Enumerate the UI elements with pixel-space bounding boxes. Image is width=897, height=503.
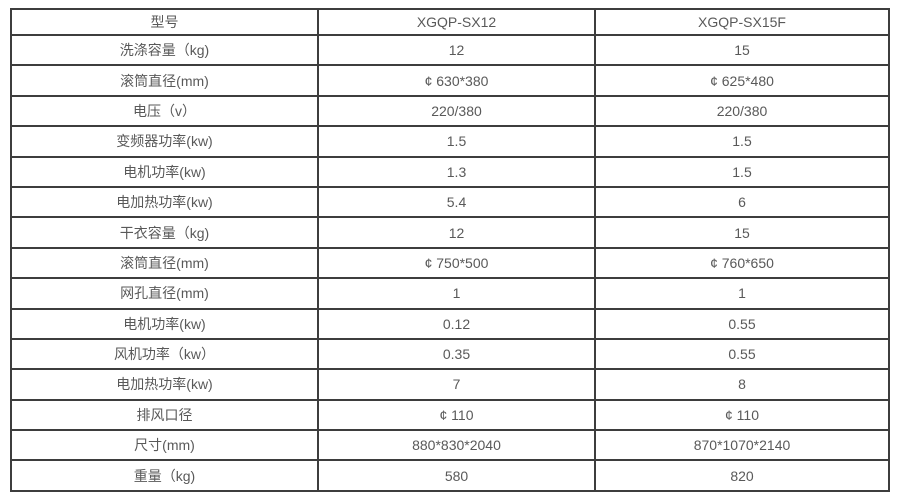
value-cell-sx15f: 820 (594, 459, 890, 492)
value-cell-sx12: ¢ 630*380 (317, 64, 596, 97)
value-cell-sx15f: 1.5 (594, 155, 890, 188)
value-cell-sx15f: 1 (594, 277, 890, 310)
value-cell-sx15f: 1.5 (594, 125, 890, 158)
row-label-cell: 电压（v） (10, 94, 319, 128)
value-cell-sx12: 12 (317, 216, 596, 249)
value-cell-sx15f: 15 (594, 33, 890, 67)
value-cell-sx12: 580 (317, 459, 596, 492)
table-row: 滚筒直径(mm) ¢ 750*500 ¢ 760*650 (10, 246, 890, 280)
row-label-cell: 电加热功率(kw) (10, 368, 319, 401)
row-label-cell: 网孔直径(mm) (10, 277, 319, 310)
value-cell-sx15f: 6 (594, 185, 890, 219)
header-cell-sx12: XGQP-SX12 (317, 8, 596, 36)
value-cell-sx12: 12 (317, 33, 596, 67)
row-label-cell: 洗涤容量（kg) (10, 33, 319, 67)
header-cell-model: 型号 (10, 8, 319, 36)
value-cell-sx15f: 0.55 (594, 337, 890, 371)
value-cell-sx12: 880*830*2040 (317, 429, 596, 462)
table-row: 电加热功率(kw) 5.4 6 (10, 185, 890, 219)
row-label-cell: 尺寸(mm) (10, 429, 319, 462)
spec-table: 型号 XGQP-SX12 XGQP-SX15F 洗涤容量（kg) 12 15 滚… (10, 8, 890, 492)
value-cell-sx12: ¢ 110 (317, 398, 596, 432)
table-row: 电机功率(kw) 0.12 0.55 (10, 307, 890, 340)
value-cell-sx12: 0.35 (317, 337, 596, 371)
table-row: 滚筒直径(mm) ¢ 630*380 ¢ 625*480 (10, 64, 890, 97)
row-label-cell: 重量（kg) (10, 459, 319, 492)
table-row: 风机功率（kw） 0.35 0.55 (10, 337, 890, 371)
row-label-cell: 电机功率(kw) (10, 307, 319, 340)
value-cell-sx12: 1 (317, 277, 596, 310)
value-cell-sx15f: 15 (594, 216, 890, 249)
row-label-cell: 滚筒直径(mm) (10, 64, 319, 97)
table-row: 排风口径 ¢ 110 ¢ 110 (10, 398, 890, 432)
row-label-cell: 干衣容量（kg) (10, 216, 319, 249)
value-cell-sx15f: ¢ 760*650 (594, 246, 890, 280)
row-label-cell: 电机功率(kw) (10, 155, 319, 188)
value-cell-sx12: 220/380 (317, 94, 596, 128)
value-cell-sx12: 1.3 (317, 155, 596, 188)
table-row: 干衣容量（kg) 12 15 (10, 216, 890, 249)
row-label-cell: 排风口径 (10, 398, 319, 432)
table-row: 电机功率(kw) 1.3 1.5 (10, 155, 890, 188)
header-cell-sx15f: XGQP-SX15F (594, 8, 890, 36)
value-cell-sx15f: 870*1070*2140 (594, 429, 890, 462)
value-cell-sx12: 7 (317, 368, 596, 401)
table-row: 网孔直径(mm) 1 1 (10, 277, 890, 310)
value-cell-sx15f: ¢ 625*480 (594, 64, 890, 97)
table-row: 变频器功率(kw) 1.5 1.5 (10, 125, 890, 158)
header-row: 型号 XGQP-SX12 XGQP-SX15F (10, 8, 890, 36)
value-cell-sx15f: 8 (594, 368, 890, 401)
table-row: 电压（v） 220/380 220/380 (10, 94, 890, 128)
row-label-cell: 风机功率（kw） (10, 337, 319, 371)
row-label-cell: 滚筒直径(mm) (10, 246, 319, 280)
value-cell-sx15f: 0.55 (594, 307, 890, 340)
value-cell-sx12: 5.4 (317, 185, 596, 219)
table-row: 电加热功率(kw) 7 8 (10, 368, 890, 401)
row-label-cell: 电加热功率(kw) (10, 185, 319, 219)
table-row: 洗涤容量（kg) 12 15 (10, 33, 890, 67)
value-cell-sx12: 1.5 (317, 125, 596, 158)
value-cell-sx12: 0.12 (317, 307, 596, 340)
value-cell-sx12: ¢ 750*500 (317, 246, 596, 280)
value-cell-sx15f: 220/380 (594, 94, 890, 128)
value-cell-sx15f: ¢ 110 (594, 398, 890, 432)
row-label-cell: 变频器功率(kw) (10, 125, 319, 158)
table-row: 重量（kg) 580 820 (10, 459, 890, 492)
table-row: 尺寸(mm) 880*830*2040 870*1070*2140 (10, 429, 890, 462)
